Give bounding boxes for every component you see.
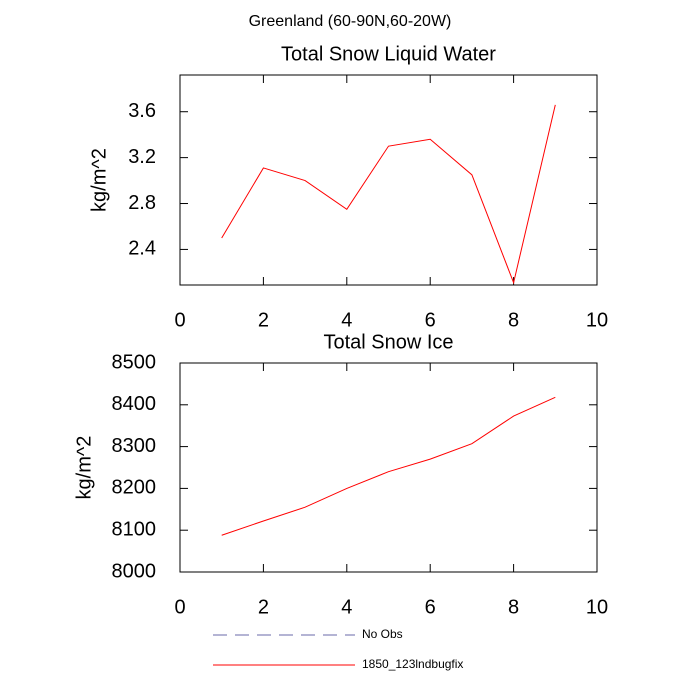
y-tick-label: 3.6: [128, 100, 156, 122]
x-tick-label: 10: [586, 309, 608, 331]
plot-frame: [179, 362, 598, 573]
page-title: Greenland (60-90N,60-20W): [249, 13, 452, 30]
y-tick-label: 8500: [112, 351, 157, 373]
x-tick-label: 8: [508, 596, 519, 618]
x-tick-label: 10: [586, 596, 608, 618]
x-tick-label: 2: [258, 309, 269, 331]
x-tick-label: 8: [508, 309, 519, 331]
data-line: [221, 396, 556, 536]
y-tick-label: 2.4: [128, 238, 156, 260]
y-tick-label: 8300: [112, 435, 157, 457]
panel-title: Total Snow Liquid Water: [281, 43, 496, 65]
legend-label: 1850_123lndbugfix: [362, 657, 463, 671]
data-line: [221, 104, 556, 285]
y-tick-label: 3.2: [128, 146, 156, 168]
y-tick-label: 8200: [112, 477, 157, 499]
x-tick-label: 6: [425, 596, 436, 618]
x-tick-label: 0: [174, 309, 185, 331]
y-tick-label: 8100: [112, 518, 157, 540]
y-tick-label: 2.8: [128, 192, 156, 214]
x-tick-label: 4: [341, 596, 352, 618]
y-tick-label: 8400: [112, 393, 157, 415]
x-tick-label: 6: [425, 309, 436, 331]
panel-title: Total Snow Ice: [323, 331, 453, 353]
y-tick-label: 8000: [112, 560, 157, 582]
x-tick-label: 4: [341, 309, 352, 331]
y-axis-label: kg/m^2: [73, 436, 95, 500]
x-tick-label: 0: [174, 596, 185, 618]
legend-label: No Obs: [362, 627, 403, 641]
plot-frame: [179, 74, 598, 286]
y-axis-label: kg/m^2: [88, 148, 110, 212]
x-tick-label: 2: [258, 596, 269, 618]
